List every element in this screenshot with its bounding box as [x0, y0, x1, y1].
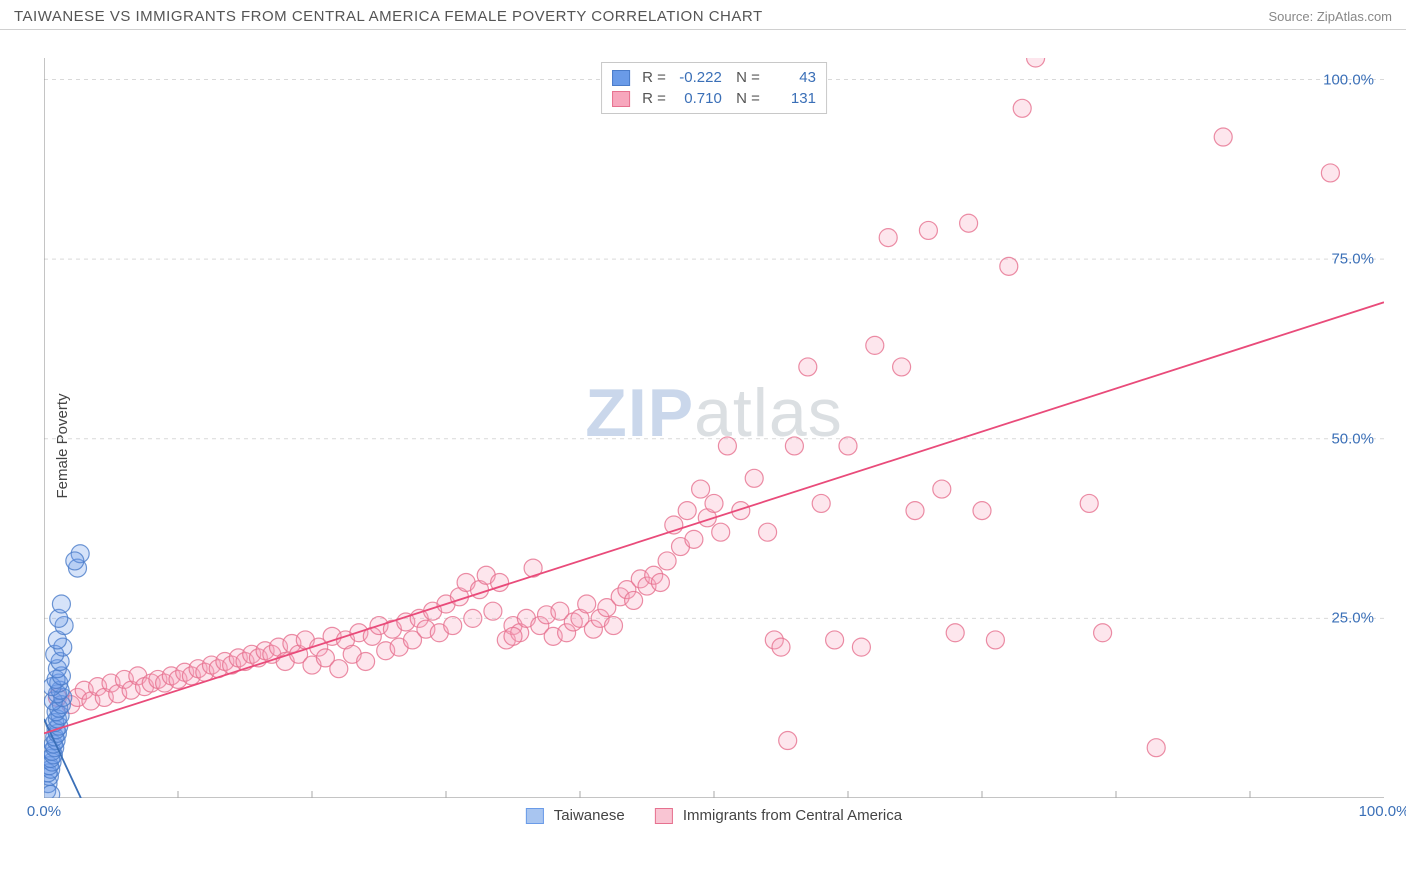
x-tick-label: 0.0% — [27, 803, 61, 820]
n-label: N = — [728, 88, 760, 109]
legend: Taiwanese Immigrants from Central Americ… — [526, 807, 902, 824]
plot-svg — [44, 58, 1384, 798]
corr-row-1: R = 0.710 N = 131 — [612, 88, 816, 109]
n-label: N = — [728, 67, 760, 88]
corr-swatch-1 — [612, 91, 630, 107]
corr-swatch-0 — [612, 70, 630, 86]
legend-label-0: Taiwanese — [554, 807, 625, 824]
y-tick-label: 50.0% — [1331, 430, 1374, 447]
legend-swatch-0 — [526, 808, 544, 824]
y-tick-label: 100.0% — [1323, 71, 1374, 88]
y-tick-label: 25.0% — [1331, 610, 1374, 627]
chart-header: TAIWANESE VS IMMIGRANTS FROM CENTRAL AME… — [0, 0, 1406, 30]
correlation-box: R = -0.222 N = 43 R = 0.710 N = 131 — [601, 62, 827, 114]
corr-row-0: R = -0.222 N = 43 — [612, 67, 816, 88]
n-value-1: 131 — [766, 88, 816, 109]
legend-swatch-1 — [655, 808, 673, 824]
source-attribution: Source: ZipAtlas.com — [1268, 9, 1392, 24]
chart-title: TAIWANESE VS IMMIGRANTS FROM CENTRAL AME… — [14, 8, 763, 25]
scatter-plot: ZIPatlas R = -0.222 N = 43 R = 0.710 N =… — [44, 58, 1384, 798]
r-label: R = — [642, 88, 666, 109]
r-value-0: -0.222 — [672, 67, 722, 88]
y-tick-label: 75.0% — [1331, 251, 1374, 268]
r-label: R = — [642, 67, 666, 88]
x-tick-label: 100.0% — [1359, 803, 1406, 820]
legend-item-0: Taiwanese — [526, 807, 625, 824]
legend-item-1: Immigrants from Central America — [655, 807, 902, 824]
r-value-1: 0.710 — [672, 88, 722, 109]
n-value-0: 43 — [766, 67, 816, 88]
legend-label-1: Immigrants from Central America — [683, 807, 902, 824]
